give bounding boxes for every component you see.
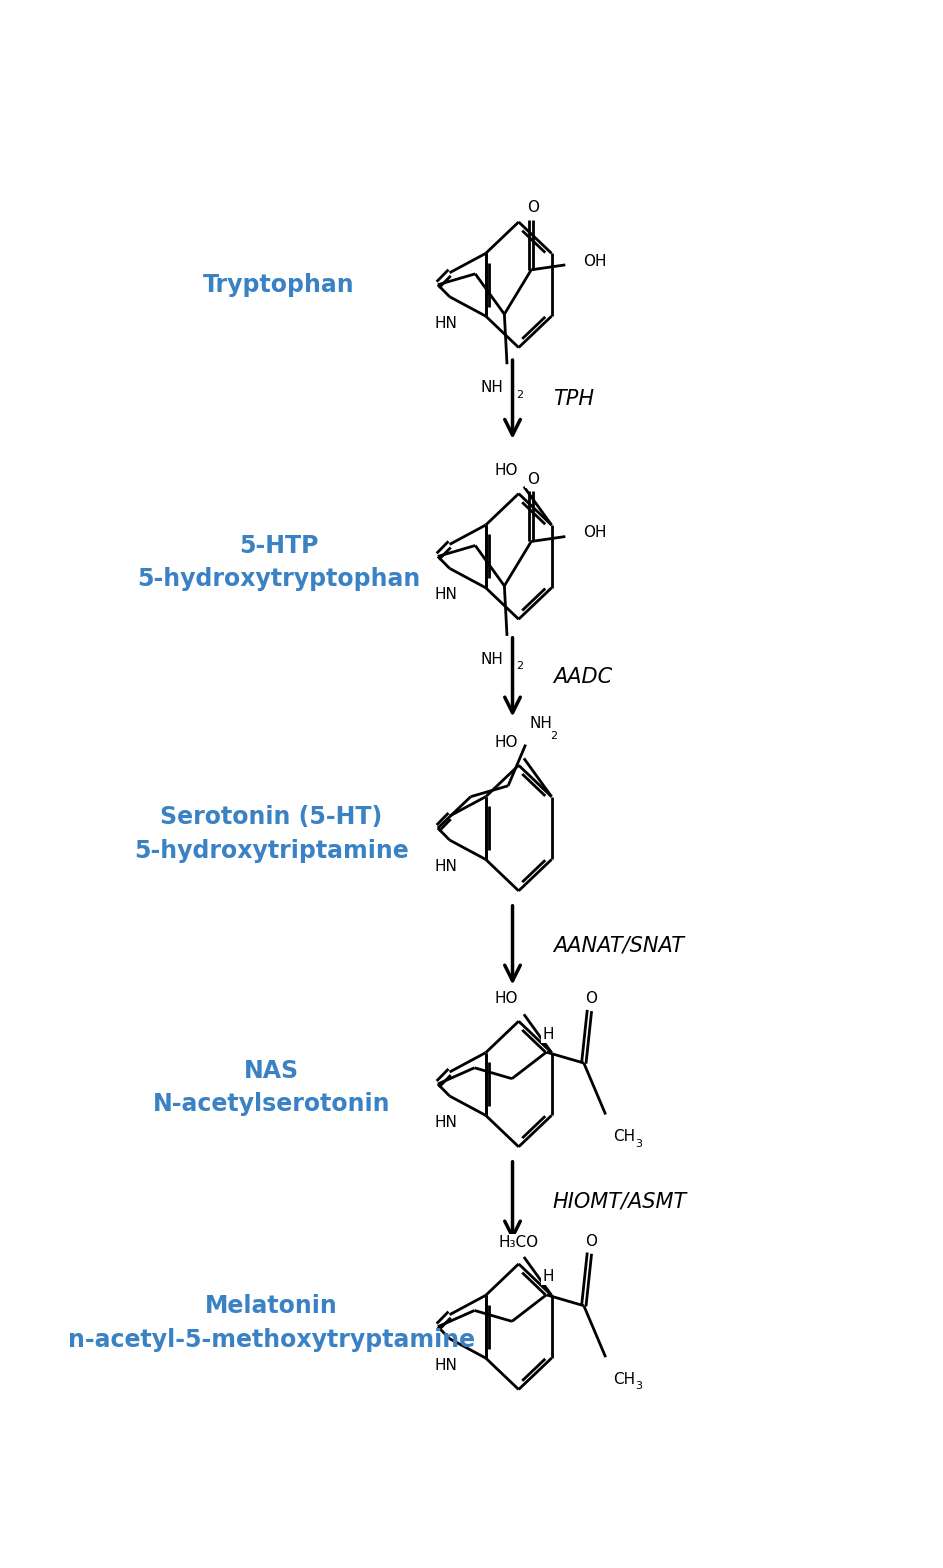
Text: O: O (585, 991, 597, 1007)
Text: O: O (527, 472, 538, 486)
Text: TPH: TPH (553, 389, 594, 409)
Text: HN: HN (435, 588, 457, 602)
Text: H₃CO: H₃CO (498, 1236, 538, 1250)
Text: OH: OH (583, 254, 606, 268)
Text: 3: 3 (635, 1138, 642, 1149)
Text: OH: OH (583, 525, 606, 541)
Text: HN: HN (435, 1358, 457, 1372)
Text: 2: 2 (516, 389, 523, 400)
Text: 5-HTP
5-hydroxytryptophan: 5-HTP 5-hydroxytryptophan (137, 533, 421, 591)
Text: Serotonin (5-HT)
5-hydroxytriptamine: Serotonin (5-HT) 5-hydroxytriptamine (134, 806, 408, 862)
Text: HN: HN (435, 859, 457, 873)
Text: AANAT/SNAT: AANAT/SNAT (553, 935, 684, 955)
Text: H: H (542, 1269, 554, 1284)
Text: NAS
N-acetylserotonin: NAS N-acetylserotonin (153, 1058, 390, 1116)
Text: H: H (542, 1027, 554, 1041)
Text: CH: CH (613, 1372, 635, 1386)
Text: HO: HO (494, 464, 518, 478)
Text: 3: 3 (635, 1381, 642, 1391)
Text: HO: HO (494, 991, 518, 1007)
Text: NH: NH (529, 717, 553, 731)
Text: NH: NH (481, 652, 504, 666)
Text: CH: CH (613, 1129, 635, 1145)
Text: 2: 2 (550, 731, 556, 742)
Text: AADC: AADC (553, 666, 612, 687)
Text: HN: HN (435, 315, 457, 331)
Text: NH: NH (481, 379, 504, 395)
Text: Melatonin
n-acetyl-5-methoxytryptamine: Melatonin n-acetyl-5-methoxytryptamine (68, 1294, 475, 1352)
Text: HIOMT/ASMT: HIOMT/ASMT (553, 1192, 687, 1210)
Text: O: O (585, 1234, 597, 1248)
Text: 2: 2 (516, 662, 523, 671)
Text: HO: HO (494, 735, 518, 750)
Text: Tryptophan: Tryptophan (203, 273, 355, 296)
Text: HN: HN (435, 1115, 457, 1131)
Text: O: O (527, 201, 538, 215)
